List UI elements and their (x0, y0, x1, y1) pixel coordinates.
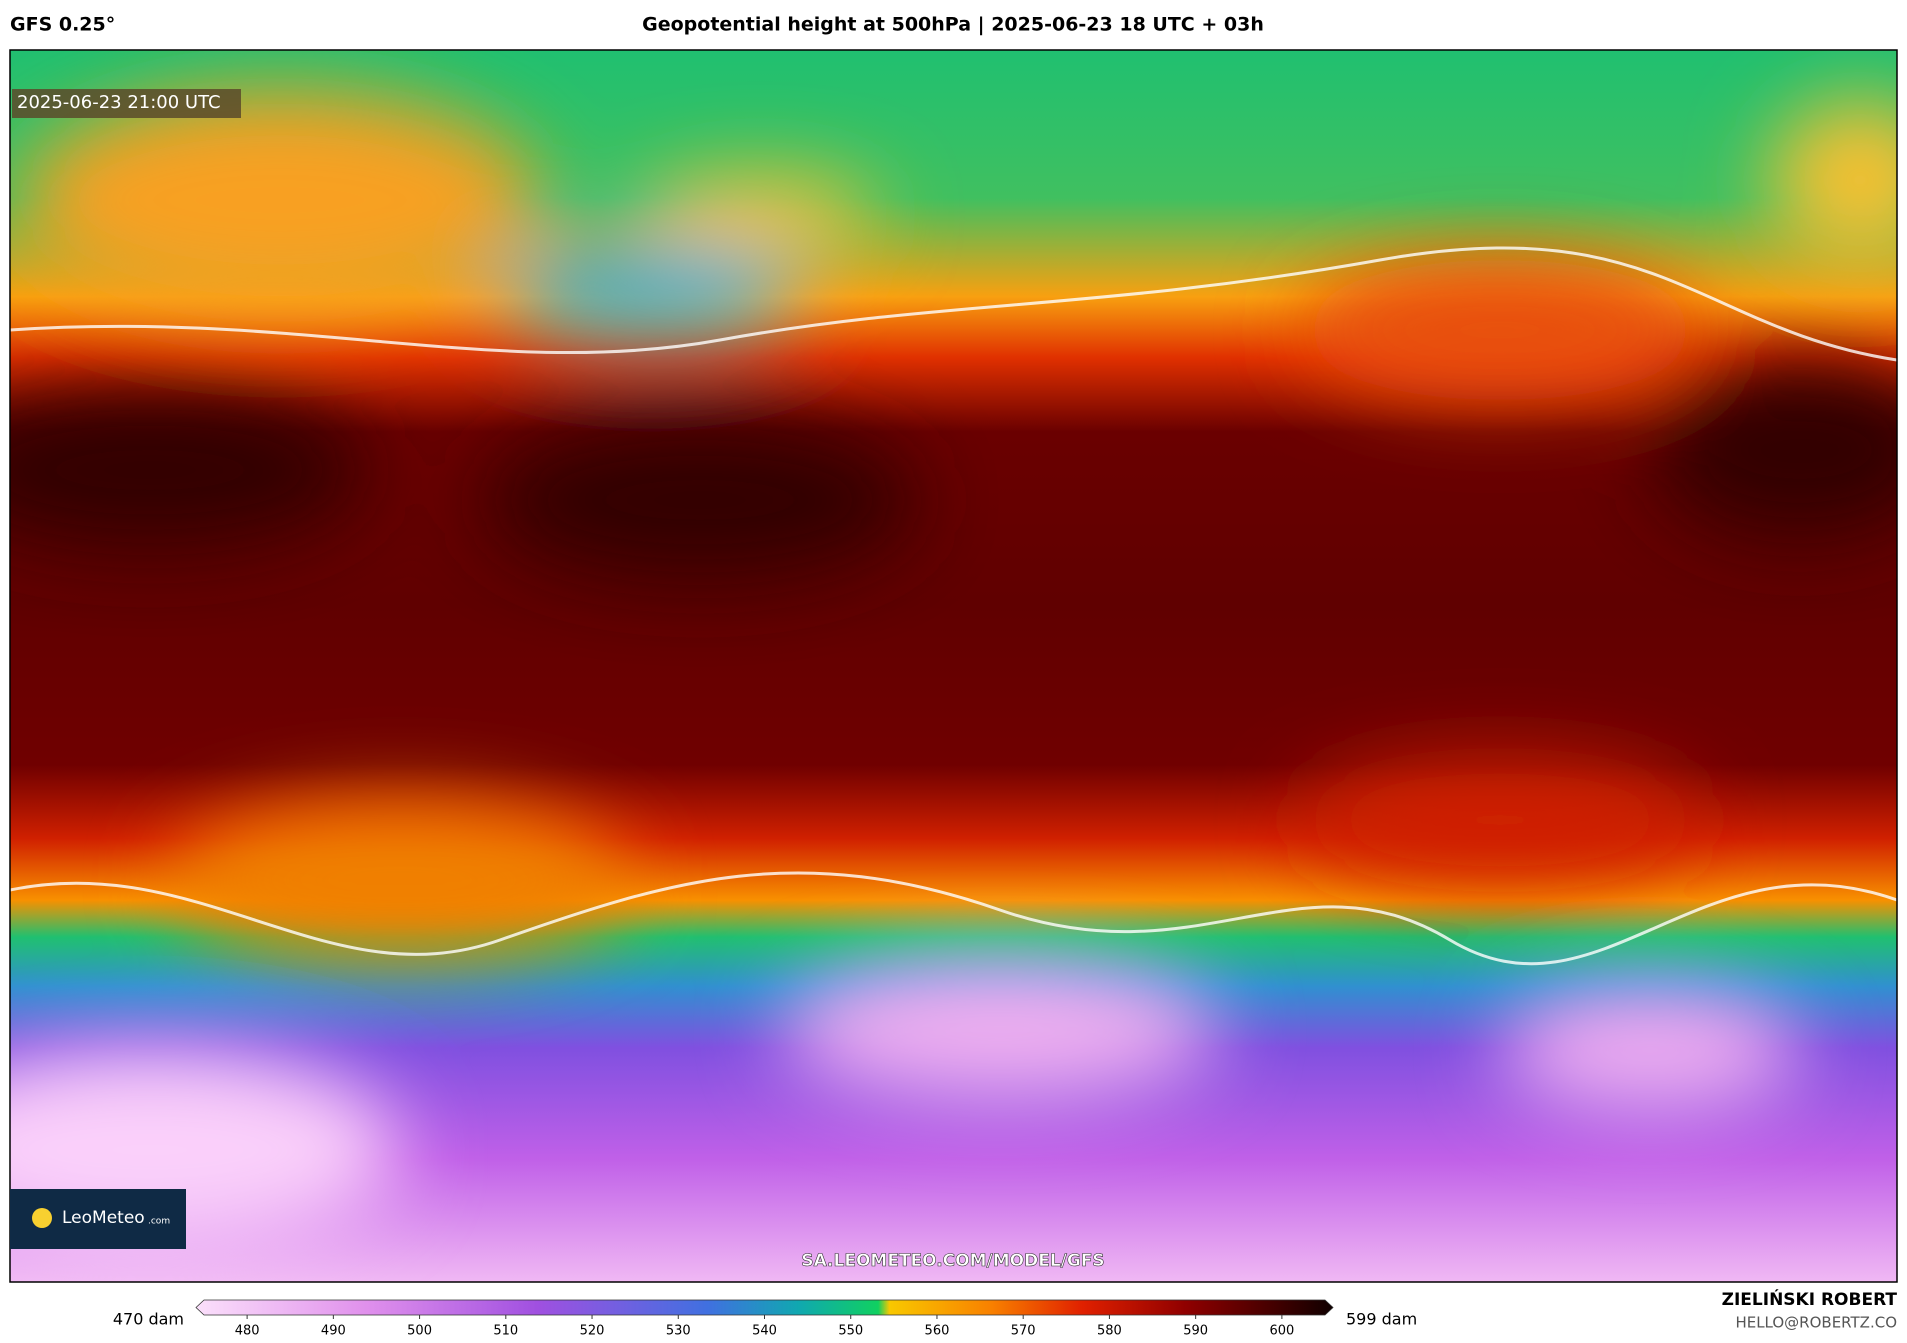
colorbar-tick-label: 490 (321, 1324, 346, 1339)
colorbar-tick-label: 600 (1269, 1324, 1294, 1339)
colorbar-tick-label: 590 (1183, 1324, 1208, 1339)
colorbar-tick-label: 570 (1011, 1324, 1036, 1339)
colorbar-tick-label: 510 (493, 1324, 518, 1339)
colorbar-tick-label: 540 (752, 1324, 777, 1339)
colorbar-tick-label: 530 (666, 1324, 691, 1339)
source-url: SA.LEOMETEO.COM/MODEL/GFS (801, 1251, 1104, 1271)
colorbar-tick-label: 550 (838, 1324, 863, 1339)
colorbar-tick-label: 480 (235, 1324, 260, 1339)
colorbar-bar (195, 1299, 1334, 1316)
valid-time: 2025-06-23 21:00 UTC (17, 92, 221, 113)
author: ZIELIŃSKI ROBERT (1722, 1288, 1898, 1310)
map-title: Geopotential height at 500hPa | 2025-06-… (642, 14, 1264, 36)
colorbar-tick-label: 560 (925, 1324, 950, 1339)
colorbar-min-label: 470 dam (113, 1310, 184, 1329)
model-label: GFS 0.25° (10, 14, 115, 36)
colorbar-tick-label: 580 (1097, 1324, 1122, 1339)
logo-sun (32, 1208, 52, 1228)
logo-text: LeoMeteo (62, 1208, 145, 1228)
colorbar-tick-label: 520 (580, 1324, 605, 1339)
colorbar-max-label: 599 dam (1346, 1310, 1417, 1329)
logo-suffix: .com (148, 1217, 170, 1227)
time-box (12, 89, 241, 118)
colorbar-tick-label: 500 (407, 1324, 432, 1339)
colorbar: 480 490 500 510 520 530 540 550 560 570 580 590 600 (195, 1299, 1334, 1339)
map-frame (9, 49, 1898, 1283)
email: HELLO@ROBERTZ.CO (1735, 1314, 1897, 1332)
map-field (10, 50, 1897, 1282)
